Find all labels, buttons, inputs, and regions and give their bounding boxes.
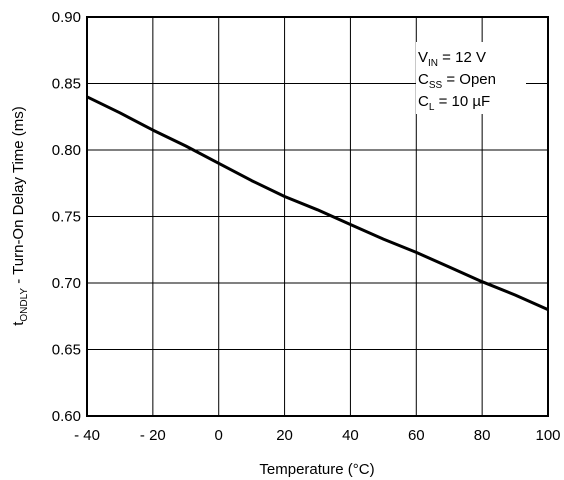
annotation-line: CL = 10 µF [418,93,490,113]
x-tick-label: - 40 [74,427,100,444]
annotation-symbol: C [418,93,429,110]
y-tick-label: 0.60 [52,408,81,425]
y-axis-title-rest: - Turn-On Delay Time (ms) [10,106,27,288]
y-axis-title-sub: ONDLY [19,288,30,322]
x-tick-labels: - 40 - 20 0 20 40 60 80 100 [74,427,560,444]
annotation-value: = 10 µF [434,93,490,110]
series-layer [86,95,549,311]
y-tick-label: 0.65 [52,342,81,359]
y-tick-label: 0.75 [52,209,81,226]
x-tick-label: - 20 [140,427,166,444]
annotation-symbol: V [418,49,428,66]
y-tick-label: 0.85 [52,76,81,93]
y-tick-label: 0.90 [52,9,81,26]
plot-frame [86,16,549,417]
annotation-symbol: C [418,71,429,88]
x-tick-label: 60 [408,427,425,444]
annotation-line: CSS = Open [418,71,496,91]
series-line [86,95,549,311]
annotation-value: = Open [442,71,496,88]
y-tick-label: 0.80 [52,142,81,159]
x-tick-label: 40 [342,427,359,444]
annotation-value: = 12 V [438,49,486,66]
annotation-subscript: L [429,102,435,113]
x-tick-label: 80 [474,427,491,444]
y-tick-labels: 0.60 0.65 0.70 0.75 0.80 0.85 0.90 [52,9,81,425]
x-tick-label: 20 [276,427,293,444]
y-axis-title-main: t [10,321,27,326]
annotation-line: VIN = 12 V [418,49,486,69]
annotation-subscript: SS [429,80,443,91]
annotation-background [416,42,526,114]
y-axis-title: tONDLY - Turn-On Delay Time (ms) [10,106,30,326]
x-axis-title: Temperature (°C) [259,461,374,478]
y-tick-label: 0.70 [52,275,81,292]
annotation-subscript: IN [428,58,438,69]
x-tick-label: 0 [215,427,223,444]
x-tick-label: 100 [535,427,560,444]
